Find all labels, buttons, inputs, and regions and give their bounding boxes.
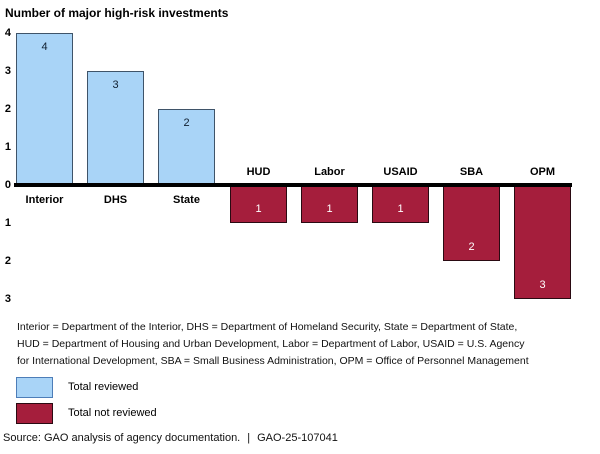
y-axis-tick: 3: [4, 293, 11, 305]
legend-label: Total reviewed: [68, 381, 139, 393]
bar-labor: 1: [301, 185, 358, 223]
bar-opm: 3: [514, 185, 571, 299]
bar-value-label: 3: [112, 79, 119, 91]
y-axis-tick: 2: [4, 255, 11, 267]
bar-dhs: 3: [87, 71, 144, 185]
bar-sba: 2: [443, 185, 500, 261]
y-axis-tick: 1: [4, 217, 11, 229]
category-label-interior: Interior: [25, 194, 64, 206]
bar-value-label: 1: [397, 203, 404, 215]
bar-value-label: 1: [326, 203, 333, 215]
y-axis-tick: 4: [4, 27, 11, 39]
bar-hud: 1: [230, 185, 287, 223]
legend-item-reviewed: Total reviewed: [16, 377, 316, 399]
footnote-line: for International Development, SBA = Sma…: [17, 355, 529, 367]
footnote-line: Interior = Department of the Interior, D…: [17, 321, 518, 333]
zero-axis-line: [14, 183, 572, 187]
footnote-line: HUD = Department of Housing and Urban De…: [17, 338, 525, 350]
bar-value-label: 2: [183, 117, 190, 129]
category-label-usaid: USAID: [383, 166, 418, 178]
y-axis-tick: 1: [4, 141, 11, 153]
bar-value-label: 1: [255, 203, 262, 215]
legend-swatch-reviewed: [16, 377, 53, 398]
bar-value-label: 4: [41, 41, 48, 53]
y-axis-tick: 3: [4, 65, 11, 77]
bar-chart: 4 3 2 1 0 1 2 3 4 Interior 3 DHS 2 State 1 HUD 1 Labor 1 US…: [4, 27, 571, 305]
bar-value-label: 3: [539, 279, 546, 291]
category-label-labor: Labor: [314, 166, 345, 178]
bar-usaid: 1: [372, 185, 429, 223]
category-label-hud: HUD: [246, 166, 271, 178]
category-label-opm: OPM: [529, 166, 556, 178]
bar-value-label: 2: [468, 241, 475, 253]
report-number: GAO-25-107041: [257, 432, 338, 444]
bar-state: 2: [158, 109, 215, 185]
y-axis-tick: 0: [4, 179, 11, 191]
category-label-state: State: [173, 194, 200, 206]
category-label-sba: SBA: [459, 166, 484, 178]
source-text: Source: GAO analysis of agency documenta…: [3, 432, 241, 444]
source-line: Source: GAO analysis of agency documenta…: [3, 432, 338, 444]
bar-interior: 4: [16, 33, 73, 185]
y-axis-tick: 2: [4, 103, 11, 115]
abbreviation-footnote: Interior = Department of the Interior, D…: [17, 319, 529, 370]
legend-item-not-reviewed: Total not reviewed: [16, 403, 316, 425]
legend-swatch-not-reviewed: [16, 403, 53, 424]
category-label-dhs: DHS: [103, 194, 128, 206]
chart-title: Number of major high-risk investments: [5, 6, 229, 20]
legend-label: Total not reviewed: [68, 407, 157, 419]
source-separator: |: [247, 432, 251, 444]
